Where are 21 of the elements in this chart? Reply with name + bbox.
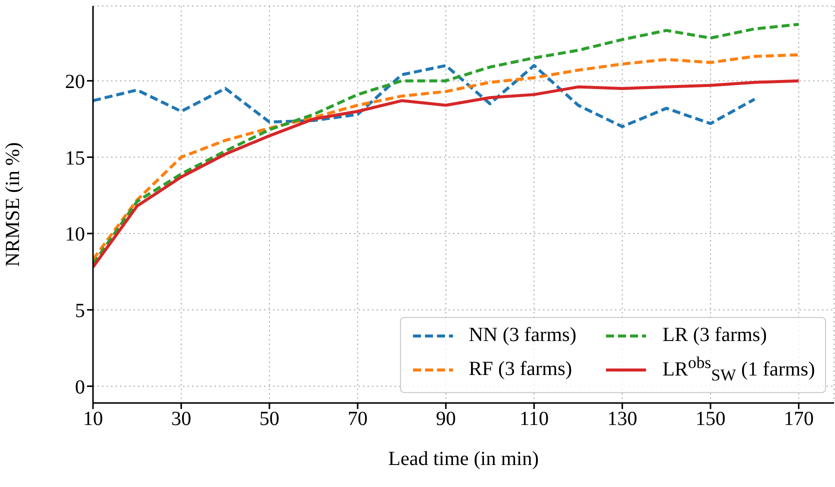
x-tick-label: 70 xyxy=(348,408,368,430)
y-axis-title: NRMSE (in %) xyxy=(2,142,24,267)
legend-label: RF (3 farms) xyxy=(468,358,572,382)
y-tick-label: 15 xyxy=(65,147,85,170)
line-series xyxy=(93,79,800,269)
x-tick-label: 50 xyxy=(259,408,280,430)
x-tick-label: 90 xyxy=(436,408,456,430)
x-tick-label: 150 xyxy=(696,408,726,430)
y-tick-label: 5 xyxy=(75,300,85,322)
y-tick-label: 20 xyxy=(65,70,85,93)
legend-label: LR (3 farms) xyxy=(662,324,767,348)
y-tick-label: 0 xyxy=(75,376,85,398)
x-tick-label: 30 xyxy=(171,408,192,430)
x-tick-label: 130 xyxy=(607,408,638,430)
line-series xyxy=(93,64,756,128)
x-axis-title: Lead time (in min) xyxy=(388,448,539,470)
y-tick-label: 10 xyxy=(65,224,85,246)
legend-label: NN (3 farms) xyxy=(468,324,576,348)
x-tick-label: 110 xyxy=(519,408,549,430)
x-tick-label: 170 xyxy=(784,408,814,430)
legend-label: LR$^{obs}$$_{SW}$ (1 farms) xyxy=(662,353,815,386)
